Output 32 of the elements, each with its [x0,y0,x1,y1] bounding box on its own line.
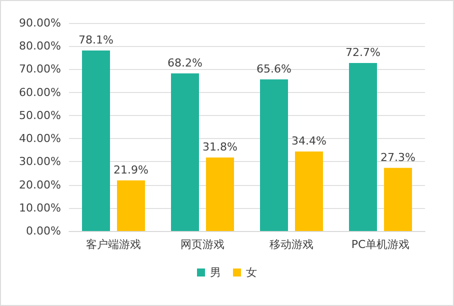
y-tick-label: 60.00% [19,86,61,99]
y-tick-label: 50.00% [19,108,61,122]
y-tick-label: 10.00% [19,201,61,214]
bar [171,73,199,231]
data-label: 34.4% [292,134,326,148]
y-tick-label: 70.00% [19,62,61,76]
data-label: 68.2% [168,56,202,70]
x-tick-label: 网页游戏 [180,238,224,251]
legend-label: 女 [246,266,257,279]
data-label: 21.9% [114,163,148,176]
y-tick-label: 90.00% [19,16,61,30]
bar [82,50,110,231]
data-label: 31.8% [202,140,238,154]
y-tick-label: 30.00% [19,155,61,168]
data-label: 27.3% [380,150,416,164]
y-tick-label: 0.00% [26,224,61,238]
y-tick-label: 40.00% [19,132,61,146]
data-label: 72.7% [346,46,380,59]
bar [349,62,377,231]
y-tick-label: 80.00% [19,40,61,53]
bar [206,158,234,231]
bar [384,168,412,231]
bar [260,79,288,231]
bar [295,152,323,231]
x-tick-label: PC单机游戏 [351,238,410,251]
legend-label: 男 [210,266,221,279]
y-tick-label: 20.00% [19,178,61,192]
x-tick-label: 移动游戏 [270,238,314,251]
data-label: 78.1% [78,34,114,46]
bar [117,180,145,231]
x-tick-label: 客户端游戏 [86,238,141,251]
data-label: 65.6% [256,62,292,76]
